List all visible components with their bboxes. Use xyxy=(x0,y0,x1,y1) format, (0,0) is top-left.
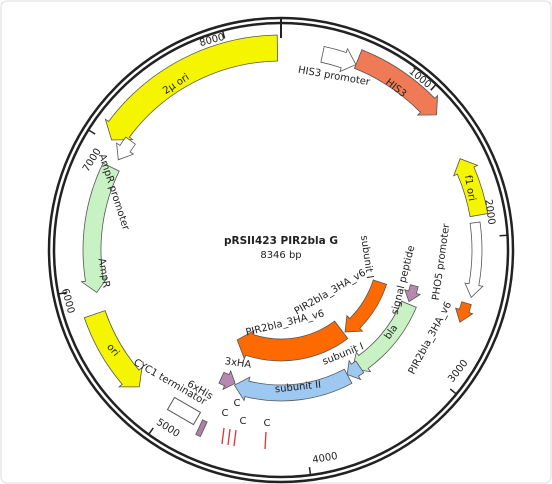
feature-arrow xyxy=(236,320,349,362)
tick-mark xyxy=(221,30,226,39)
tick-mark xyxy=(308,467,312,476)
feature-arrow xyxy=(464,221,484,299)
feature-label: subunit II xyxy=(274,380,321,396)
feature-label: AmpR xyxy=(95,257,111,288)
feature-arrow xyxy=(320,46,357,73)
feature-arrow xyxy=(346,359,365,381)
site-label: C xyxy=(234,398,241,409)
terminator-mark xyxy=(195,419,208,438)
feature-arrow xyxy=(116,136,136,161)
tick-mark xyxy=(499,234,508,237)
site-marks xyxy=(221,427,267,450)
feature-arrow xyxy=(344,279,388,333)
tick-label: 4000 xyxy=(312,451,339,466)
features xyxy=(80,34,489,402)
6xhis-box xyxy=(166,396,202,426)
feature-arrow xyxy=(452,158,489,218)
feature-arrow xyxy=(353,49,439,116)
tick-mark xyxy=(430,83,437,91)
feature-arrow xyxy=(83,310,143,388)
site-mark xyxy=(227,428,231,446)
length: 8346 bp xyxy=(260,250,301,261)
title: pRSII423 PIR2bla G xyxy=(224,235,338,247)
site-label: C xyxy=(240,416,247,427)
feature-arrow xyxy=(454,301,474,323)
tick-mark xyxy=(87,129,96,135)
feature-arrow xyxy=(218,369,236,391)
feature-arrow xyxy=(104,34,279,141)
tick-label: 2000 xyxy=(482,199,496,226)
tick-mark xyxy=(449,388,457,395)
site-label: C xyxy=(222,408,229,419)
feature-label: f1 ori xyxy=(462,174,477,202)
feature-label: 3xHA xyxy=(224,356,252,371)
site-mark xyxy=(221,427,225,445)
feature-arrow xyxy=(352,300,417,373)
site-mark xyxy=(233,429,237,447)
tick-mark xyxy=(58,291,67,295)
feature-arrow xyxy=(80,162,120,294)
tick-mark xyxy=(148,427,154,435)
feature-arrow xyxy=(233,368,353,402)
feature-arrow xyxy=(404,284,421,303)
site-mark xyxy=(264,431,267,450)
site-label: C xyxy=(264,418,271,429)
